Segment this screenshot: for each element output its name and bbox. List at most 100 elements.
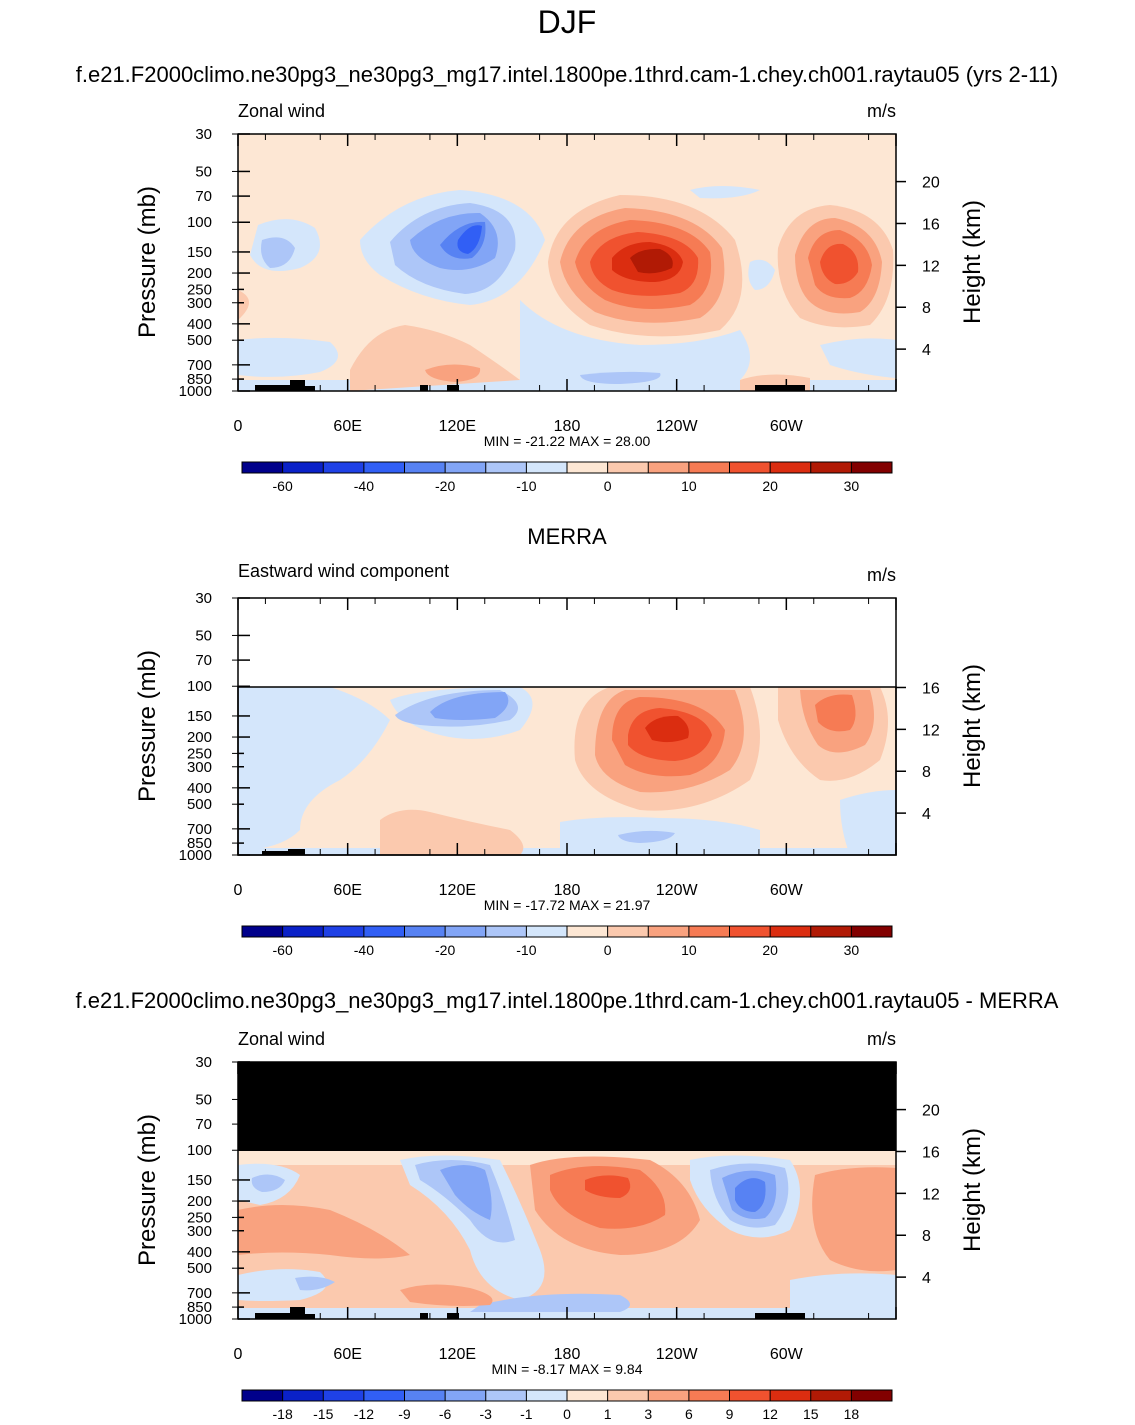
contour-region xyxy=(812,1167,896,1272)
colorbar-label: 15 xyxy=(803,1406,819,1422)
y-tick-label: 1000 xyxy=(179,1311,212,1328)
colorbar-label: -18 xyxy=(273,1406,293,1422)
y-tick-label: 850 xyxy=(187,371,212,388)
colorbar-swatch xyxy=(445,1390,487,1401)
units-label: m/s xyxy=(867,1029,896,1049)
y-tick-label: 30 xyxy=(195,590,212,607)
x-tick-label: 120E xyxy=(439,882,476,899)
y-tick-label: 850 xyxy=(187,835,212,852)
y-tick-label: 1000 xyxy=(179,847,212,864)
x-tick-label: 180 xyxy=(554,882,581,899)
y-tick-label: 1000 xyxy=(179,383,212,400)
y-axis-label-right: Height (km) xyxy=(959,200,986,324)
topography xyxy=(255,1307,315,1319)
y-tick-label: 500 xyxy=(187,1260,212,1277)
colorbar-label: -6 xyxy=(439,1406,452,1422)
colorbar-swatch xyxy=(770,462,812,473)
y-right-tick-label: 16 xyxy=(922,680,940,697)
y-tick-label: 200 xyxy=(187,1193,212,1210)
colorbar-swatch xyxy=(242,1390,283,1401)
colorbar-label: -20 xyxy=(435,478,455,494)
y-tick-label: 700 xyxy=(187,1285,212,1302)
x-ticks: 0 60E 120E 180 120W 60W xyxy=(234,598,897,899)
colorbar-label: -40 xyxy=(354,478,374,494)
figure-title: DJF xyxy=(538,4,597,40)
colorbar-swatch xyxy=(485,462,527,473)
colorbar-swatch xyxy=(323,926,365,937)
colorbar: -18 -15 -12 -9 -6 -3 -1 0 1 3 6 9 12 15 18 xyxy=(241,1389,893,1422)
colorbar-label: -10 xyxy=(516,942,536,958)
x-tick-label: 0 xyxy=(234,882,243,899)
colorbar-swatch xyxy=(363,926,405,937)
colorbar-swatch xyxy=(567,462,608,473)
panel-title: MERRA xyxy=(527,524,607,549)
colorbar-label: 1 xyxy=(604,1406,612,1422)
y-tick-label: 50 xyxy=(195,1091,212,1108)
colorbar-label: 30 xyxy=(844,942,860,958)
contour-region xyxy=(261,237,295,268)
y-right-tick-label: 8 xyxy=(922,1228,931,1245)
contour-region xyxy=(457,225,482,254)
colorbar-label: 20 xyxy=(762,478,778,494)
contour-region xyxy=(238,337,338,377)
y-right-tick-label: 16 xyxy=(922,216,940,233)
colorbar-label: 9 xyxy=(726,1406,734,1422)
colorbar-label: 0 xyxy=(604,478,612,494)
y-axis-label-right: Height (km) xyxy=(959,1128,986,1252)
y-tick-label: 70 xyxy=(195,188,212,205)
colorbar-swatch xyxy=(242,462,283,473)
colorbar-label: 10 xyxy=(681,478,697,494)
colorbar-swatch xyxy=(648,926,690,937)
colorbar-swatch xyxy=(445,926,487,937)
panel-subtitle: Zonal wind xyxy=(238,101,325,121)
units-label: m/s xyxy=(867,101,896,121)
x-tick-label: 0 xyxy=(234,1346,243,1363)
y-tick-label: 150 xyxy=(187,1172,212,1189)
colorbar-swatch xyxy=(526,462,568,473)
x-tick-label: 60E xyxy=(333,1346,361,1363)
y-tick-label: 100 xyxy=(187,214,212,231)
colorbar-swatch xyxy=(242,926,283,937)
contour-region xyxy=(400,1155,545,1300)
contour-region xyxy=(618,830,675,843)
contour-region xyxy=(238,290,249,320)
panel-title: f.e21.F2000climo.ne30pg3_ne30pg3_mg17.in… xyxy=(76,988,1059,1013)
colorbar-swatch xyxy=(282,926,324,937)
colorbar-label: 20 xyxy=(762,942,778,958)
colorbar-swatch xyxy=(729,926,771,937)
colorbar-label: -10 xyxy=(516,478,536,494)
min-max-stats: MIN = -17.72 MAX = 21.97 xyxy=(484,897,651,913)
x-tick-label: 120E xyxy=(439,418,476,435)
contour-region xyxy=(645,715,689,743)
colorbar-label: -15 xyxy=(313,1406,333,1422)
y-right-tick-label: 8 xyxy=(922,300,931,317)
y-tick-label: 150 xyxy=(187,708,212,725)
y-right-tick-label: 4 xyxy=(922,1270,931,1287)
y-axis-label: Pressure (mb) xyxy=(134,1114,161,1266)
colorbar-swatch xyxy=(810,462,852,473)
contour-region xyxy=(430,692,509,720)
colorbar-swatch xyxy=(485,1390,527,1401)
contour-region xyxy=(470,1293,630,1312)
colorbar-label: 10 xyxy=(681,942,697,958)
contour-region xyxy=(748,259,775,290)
y-tick-label: 250 xyxy=(187,745,212,762)
y-tick-label: 50 xyxy=(195,163,212,180)
colorbar-swatch xyxy=(323,462,365,473)
colorbar-swatch xyxy=(648,462,690,473)
y-tick-label: 70 xyxy=(195,652,212,669)
contour-region xyxy=(820,338,896,378)
contour-region xyxy=(735,1178,766,1212)
contour-region xyxy=(520,300,750,380)
missing-data-mask xyxy=(238,1062,896,1151)
contour-region xyxy=(440,1165,492,1220)
colorbar-swatch xyxy=(404,926,446,937)
contour-region xyxy=(585,1175,631,1198)
y-right-tick-label: 20 xyxy=(922,175,940,192)
y-tick-label: 300 xyxy=(187,759,212,776)
y-ticks-right: 20 16 12 8 4 xyxy=(896,175,940,359)
x-tick-label: 60W xyxy=(770,418,804,435)
x-tick-label: 60W xyxy=(770,1346,804,1363)
